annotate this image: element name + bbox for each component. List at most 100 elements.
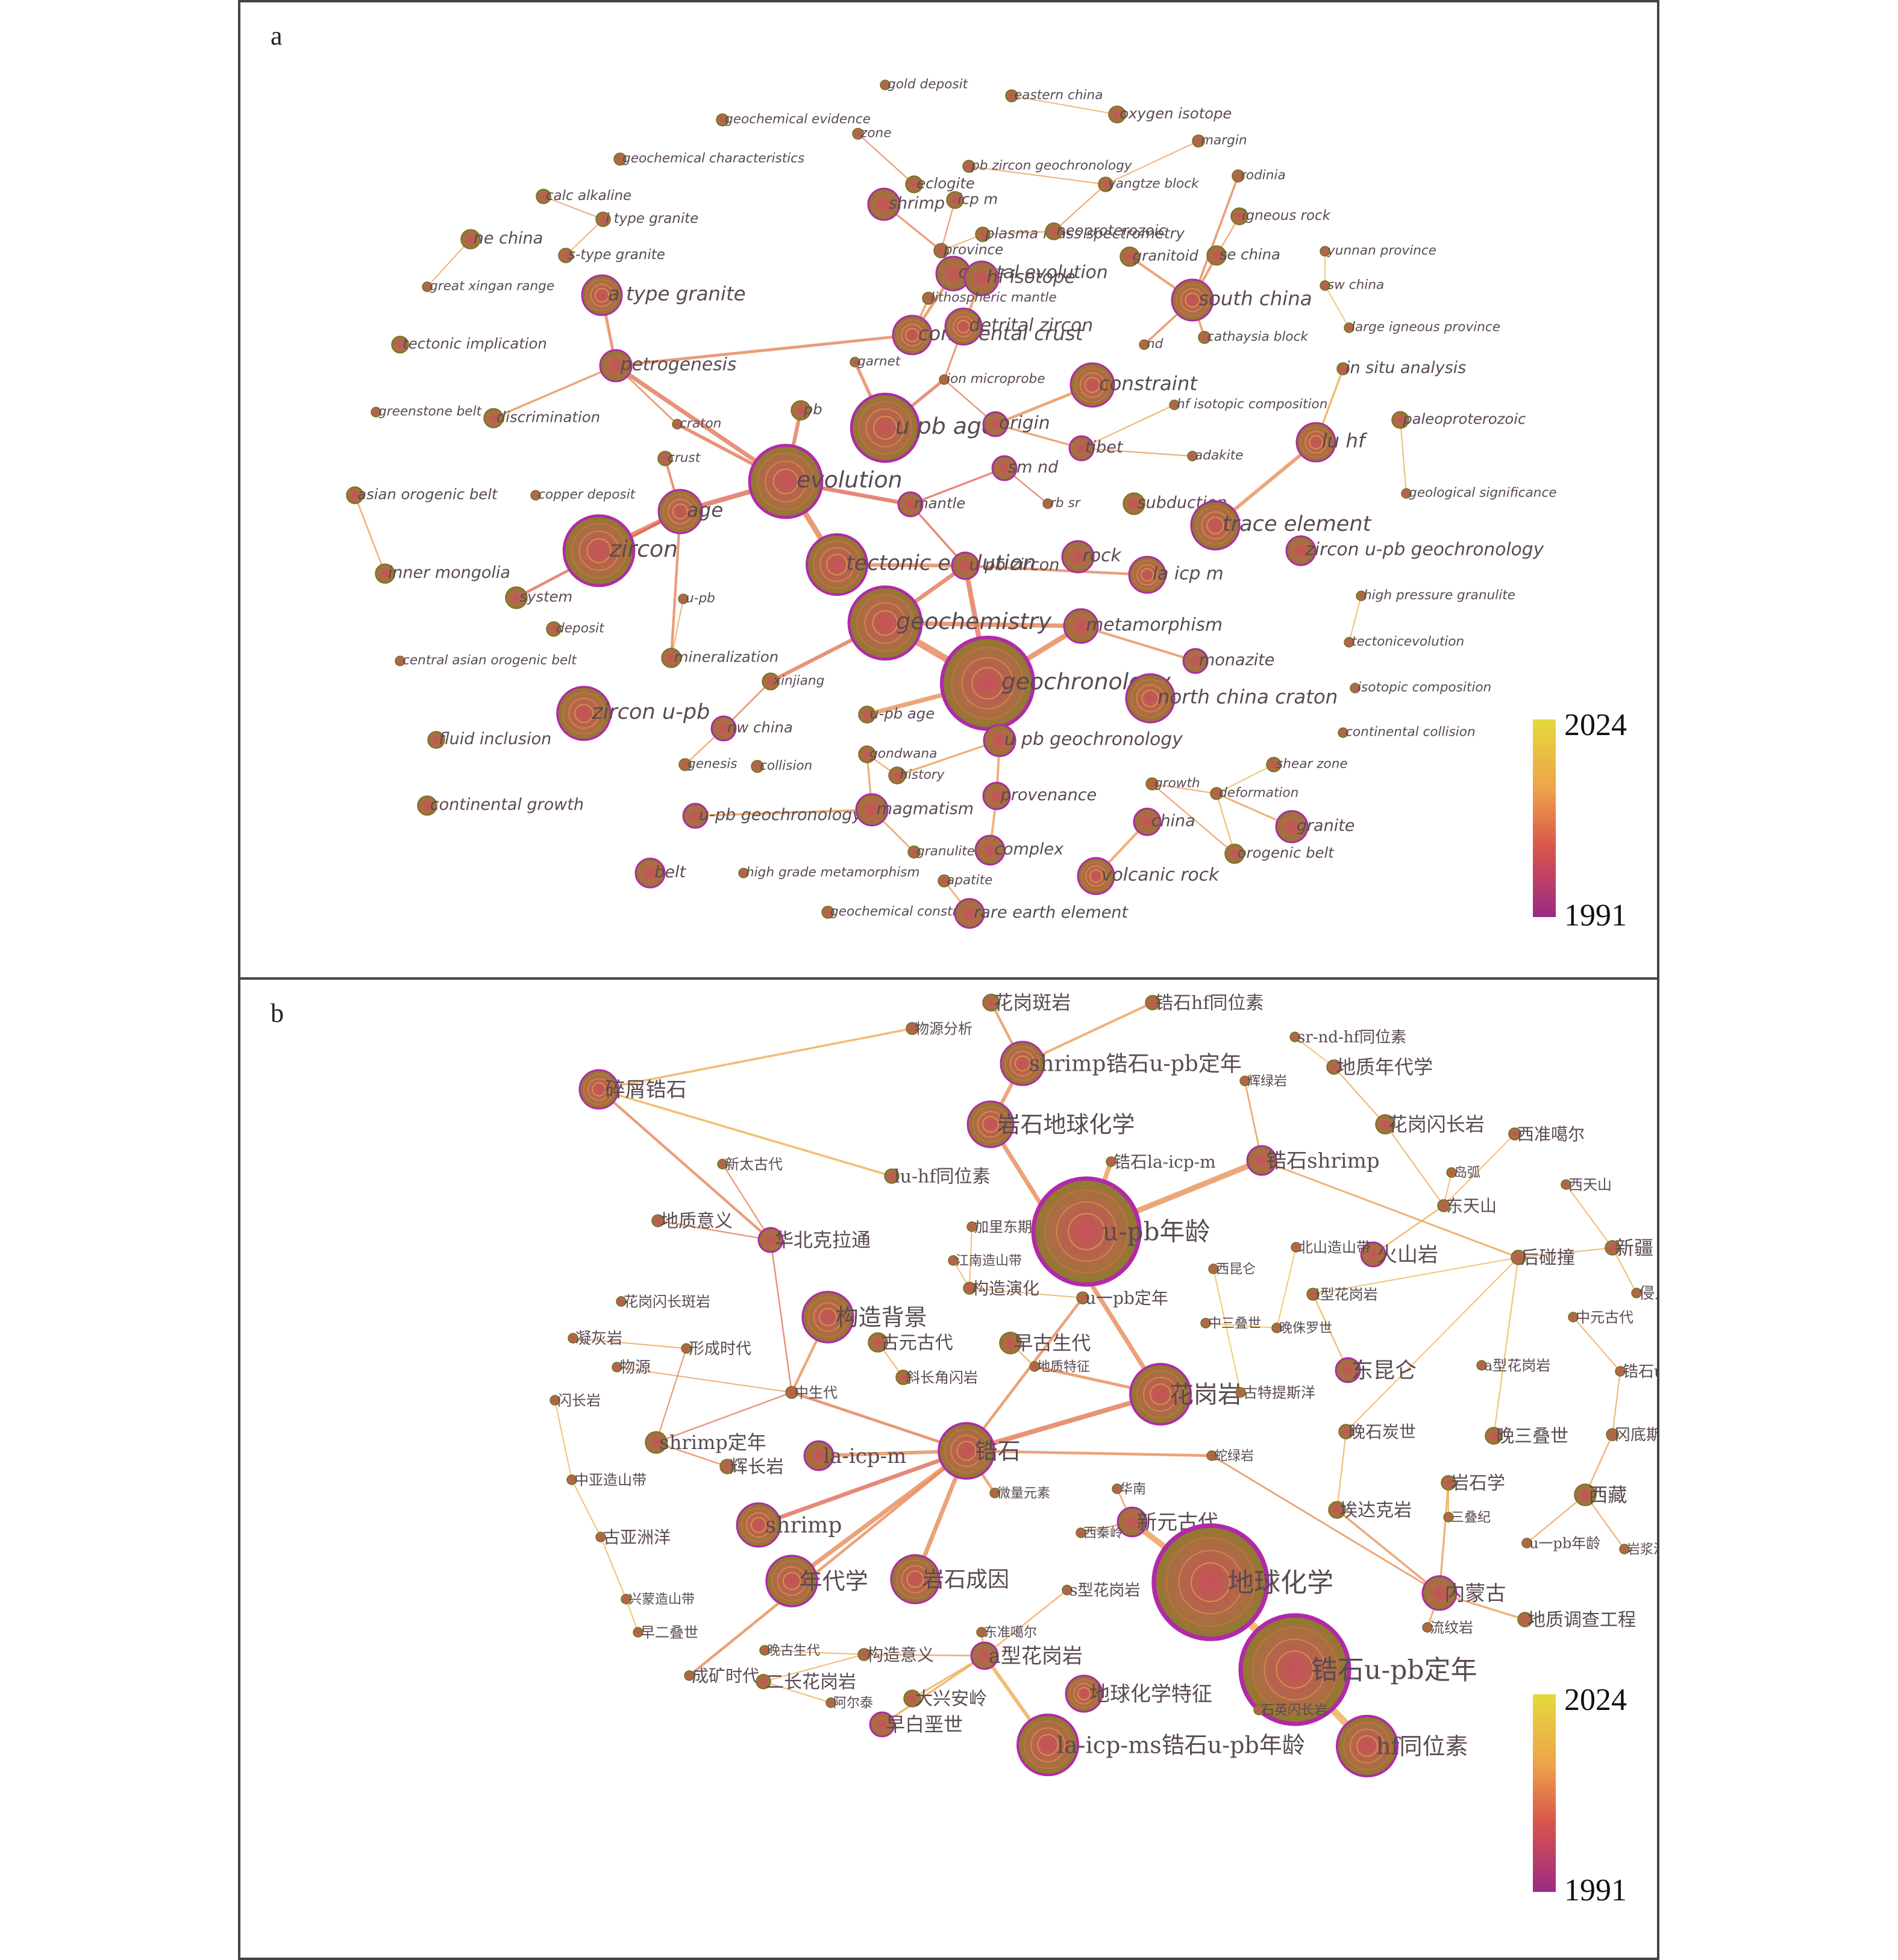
- node-label: 流纹岩: [1430, 1619, 1473, 1636]
- node: continental crust: [892, 315, 1084, 355]
- node-label: la-icp-ms锆石u-pb年龄: [1057, 1732, 1305, 1758]
- node: genesis: [678, 757, 737, 772]
- node: rb sr: [1042, 496, 1081, 511]
- node-label: in situ analysis: [1345, 358, 1466, 377]
- node-ring: [1130, 678, 1170, 718]
- node-label: 锆石shrimp: [1266, 1149, 1379, 1173]
- node-ring: [1081, 861, 1111, 891]
- node-label: granitoid: [1133, 246, 1199, 264]
- node-circle: [505, 586, 528, 609]
- node-label: 埃达克岩: [1339, 1500, 1412, 1521]
- node-ring: [1068, 1213, 1105, 1250]
- node-ring: [1084, 377, 1101, 393]
- node: provenance: [982, 781, 1097, 810]
- node-circle: [855, 793, 889, 827]
- node-circle: [1568, 1312, 1579, 1323]
- node-circle: [1063, 608, 1099, 644]
- legend-a-min: 1991: [1564, 898, 1627, 933]
- node-circle: [903, 1689, 921, 1708]
- node-label: a type granite: [608, 282, 746, 305]
- colorbar-a: [1533, 719, 1556, 917]
- node: s型花岗岩: [1062, 1582, 1140, 1600]
- node: s-type granite: [558, 247, 665, 263]
- edge: [1324, 285, 1350, 328]
- node-label: metamorphism: [1086, 615, 1223, 636]
- node-circle: [1232, 169, 1245, 183]
- node: granite: [1275, 810, 1355, 844]
- node-ring: [948, 312, 979, 342]
- node-circle: [1266, 757, 1282, 772]
- node: plasma mass spectrometry: [975, 224, 1185, 242]
- node-circle: [1190, 500, 1241, 551]
- node: 蛇绿岩: [1206, 1449, 1254, 1464]
- node: 兴蒙造山带: [621, 1592, 695, 1608]
- node-label: 侵入岩: [1639, 1285, 1659, 1303]
- node: u pb zircon: [951, 551, 1059, 580]
- node: ion microprobe: [939, 372, 1045, 387]
- node-circle: [1335, 1357, 1361, 1383]
- node-circle: [1145, 777, 1159, 791]
- edge: [1526, 1494, 1586, 1544]
- edge: [994, 423, 1083, 449]
- node-circle: [890, 1554, 941, 1605]
- node: i type granite: [595, 211, 698, 227]
- node: apatite: [938, 873, 992, 888]
- node-label: copper deposit: [538, 487, 636, 503]
- edge: [1294, 1036, 1335, 1068]
- node-circle: [1145, 995, 1160, 1010]
- node: 晚侏罗世: [1271, 1321, 1332, 1336]
- node-ring: [1185, 292, 1200, 308]
- node-label: 北山造山带: [1298, 1239, 1371, 1256]
- node: 锆石: [938, 1422, 1021, 1480]
- node-label: 华北克拉通: [774, 1229, 871, 1251]
- node: petrogenesis: [599, 349, 736, 383]
- node: yangtze block: [1098, 177, 1200, 192]
- node-ring: [813, 540, 861, 589]
- node-circle: [1253, 1705, 1264, 1715]
- node-label: 锆石: [975, 1438, 1021, 1464]
- node-circle: [1375, 1114, 1395, 1135]
- node-label: lithospheric mantle: [931, 290, 1057, 305]
- node-label: deformation: [1219, 786, 1298, 801]
- node-ring: [807, 1297, 848, 1338]
- node-label: province: [943, 242, 1003, 258]
- node-label: geochemical characteristics: [622, 151, 804, 166]
- node-label: sw china: [1327, 278, 1384, 293]
- edge: [965, 1449, 1214, 1457]
- node-ring: [1304, 431, 1327, 454]
- node-circle: [1338, 727, 1348, 738]
- node-label: yangtze block: [1107, 177, 1200, 192]
- node-circle: [785, 1386, 798, 1399]
- node-circle: [803, 1440, 835, 1471]
- node-label: 构造演化: [972, 1279, 1039, 1298]
- node-label: 地质年代学: [1336, 1056, 1433, 1079]
- node: sr-nd-hf同位素: [1289, 1029, 1406, 1047]
- node-label: 构造背景: [836, 1304, 927, 1330]
- node-circle: [1291, 1242, 1301, 1253]
- node-label: tectonicevolution: [1351, 634, 1464, 650]
- node: icp m: [946, 190, 998, 209]
- node-ring: [586, 279, 618, 312]
- node-label: tibet: [1085, 438, 1124, 457]
- node-label: 构造意义: [866, 1645, 934, 1665]
- edge: [543, 196, 604, 220]
- node-circle: [346, 486, 364, 504]
- node-circle: [1326, 1059, 1342, 1075]
- node: collision: [751, 759, 812, 774]
- node-label: orogenic belt: [1238, 844, 1335, 861]
- node: central asian orogenic belt: [395, 653, 577, 668]
- node-circle: [867, 187, 901, 221]
- legend-b-min: 1991: [1564, 1873, 1627, 1908]
- node-ring: [864, 602, 906, 644]
- edge: [1573, 1317, 1621, 1372]
- node-ring: [587, 1078, 610, 1101]
- edge: [863, 1653, 986, 1657]
- node-circle: [1350, 683, 1361, 694]
- node-label: 内蒙古: [1444, 1582, 1506, 1606]
- node-ring: [1132, 560, 1162, 590]
- node-label: plasma mass spectrometry: [985, 224, 1185, 242]
- node: monazite: [1182, 648, 1274, 674]
- node-circle: [530, 490, 541, 501]
- node: sm nd: [991, 455, 1059, 481]
- node-circle: [751, 760, 764, 773]
